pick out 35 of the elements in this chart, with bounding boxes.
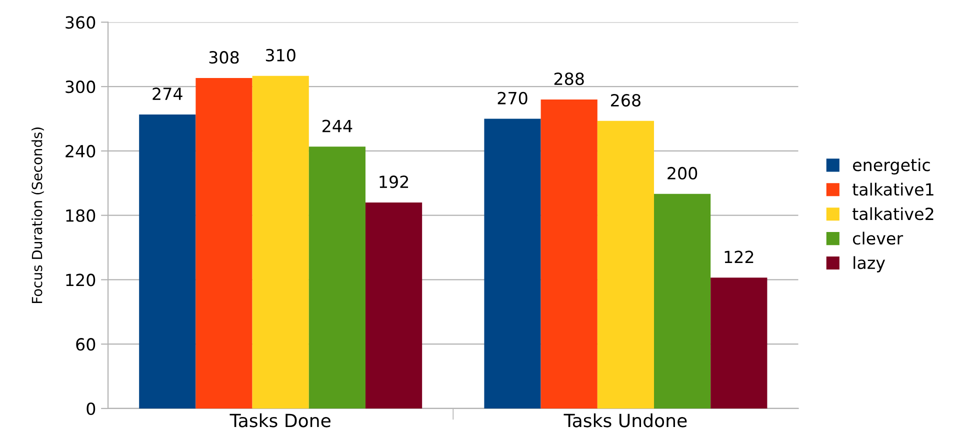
legend-label: clever xyxy=(852,232,904,245)
y-tick-label: 60 xyxy=(76,338,96,351)
data-label: 200 xyxy=(668,166,698,180)
legend-label: lazy xyxy=(854,256,886,272)
bar xyxy=(597,120,654,408)
legend-label: talkative2 xyxy=(852,207,934,220)
y-tick-label: 300 xyxy=(66,80,96,94)
data-label: 244 xyxy=(322,120,352,132)
data-label: 308 xyxy=(209,51,239,64)
data-label: 192 xyxy=(380,176,408,188)
data-label: 310 xyxy=(266,48,296,62)
bar xyxy=(484,118,541,408)
bar xyxy=(196,78,252,408)
x-tick-label: Tasks Undone xyxy=(564,413,687,428)
bar xyxy=(308,146,366,408)
y-tick-label: 0 xyxy=(86,402,96,416)
data-label: 268 xyxy=(611,94,640,107)
data-label: 122 xyxy=(724,250,754,263)
bar xyxy=(710,278,768,408)
y-tick-label: 180 xyxy=(66,209,96,222)
bar xyxy=(540,99,598,408)
y-axis-title: Focus Duration (Seconds) xyxy=(32,128,44,303)
bar xyxy=(139,114,196,408)
y-tick-label: 360 xyxy=(66,16,96,29)
y-tick-label: 240 xyxy=(66,144,96,158)
legend-label: energetic xyxy=(852,158,930,174)
bar xyxy=(654,194,711,408)
x-tick-label: Tasks Done xyxy=(230,413,330,428)
data-label: 288 xyxy=(554,72,584,86)
bar xyxy=(252,76,309,408)
legend-label: talkative1 xyxy=(852,182,934,196)
data-label: 270 xyxy=(498,92,528,104)
y-tick-label: 120 xyxy=(66,274,96,286)
data-label: 274 xyxy=(152,88,182,100)
bar xyxy=(365,202,422,408)
